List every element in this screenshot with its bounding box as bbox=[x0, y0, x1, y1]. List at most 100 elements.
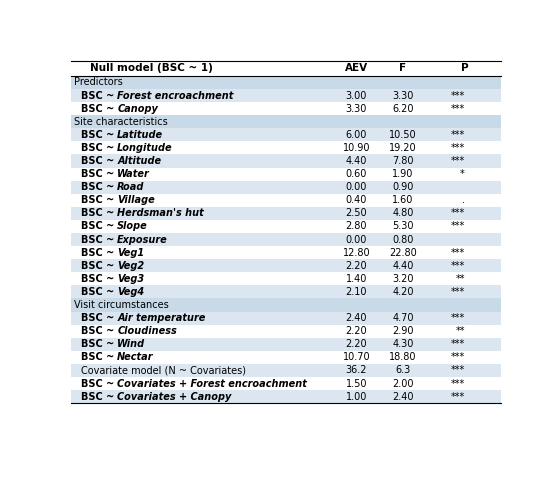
Bar bbox=[71, 181, 501, 194]
Text: ***: *** bbox=[451, 208, 465, 219]
Bar bbox=[71, 76, 501, 89]
Text: Covariate model (N ~ Covariates): Covariate model (N ~ Covariates) bbox=[80, 366, 246, 375]
Text: 2.20: 2.20 bbox=[346, 326, 367, 336]
Bar bbox=[71, 377, 501, 390]
Bar bbox=[71, 364, 501, 377]
Text: ***: *** bbox=[451, 248, 465, 257]
Text: 0.00: 0.00 bbox=[346, 182, 367, 192]
Text: Null model (BSC ~ 1): Null model (BSC ~ 1) bbox=[90, 63, 213, 73]
Text: Site characteristics: Site characteristics bbox=[74, 117, 168, 127]
Text: BSC ~: BSC ~ bbox=[80, 130, 117, 140]
Bar bbox=[71, 325, 501, 338]
Text: 1.40: 1.40 bbox=[346, 274, 367, 284]
Text: BSC ~: BSC ~ bbox=[80, 287, 117, 297]
Text: 2.40: 2.40 bbox=[346, 313, 367, 323]
Text: BSC ~: BSC ~ bbox=[80, 353, 117, 363]
Text: P: P bbox=[461, 63, 469, 73]
Text: .: . bbox=[462, 195, 465, 205]
Text: BSC ~: BSC ~ bbox=[80, 104, 117, 114]
Text: 2.50: 2.50 bbox=[346, 208, 367, 219]
Text: BSC ~: BSC ~ bbox=[80, 313, 117, 323]
Text: Veg3: Veg3 bbox=[117, 274, 145, 284]
Text: Veg2: Veg2 bbox=[117, 261, 145, 271]
Text: Visit circumstances: Visit circumstances bbox=[74, 300, 169, 310]
Text: Slope: Slope bbox=[117, 222, 148, 232]
Text: ***: *** bbox=[451, 287, 465, 297]
Text: 10.70: 10.70 bbox=[343, 353, 371, 363]
Text: **: ** bbox=[455, 274, 465, 284]
Text: 2.20: 2.20 bbox=[346, 339, 367, 349]
Text: ***: *** bbox=[451, 143, 465, 153]
Text: 0.60: 0.60 bbox=[346, 169, 367, 179]
Bar bbox=[71, 102, 501, 115]
Text: 10.50: 10.50 bbox=[389, 130, 417, 140]
Text: Longitude: Longitude bbox=[117, 143, 173, 153]
Text: BSC ~: BSC ~ bbox=[80, 391, 117, 401]
Text: 6.3: 6.3 bbox=[396, 366, 411, 375]
Text: **: ** bbox=[455, 326, 465, 336]
Text: BSC ~: BSC ~ bbox=[80, 261, 117, 271]
Text: 0.80: 0.80 bbox=[392, 235, 413, 245]
Text: Exposure: Exposure bbox=[117, 235, 168, 245]
Text: BSC ~: BSC ~ bbox=[80, 169, 117, 179]
Bar bbox=[71, 259, 501, 272]
Text: Forest encroachment: Forest encroachment bbox=[117, 91, 234, 101]
Text: Covariates + Canopy: Covariates + Canopy bbox=[117, 391, 232, 401]
Text: Herdsman's hut: Herdsman's hut bbox=[117, 208, 204, 219]
Text: Altitude: Altitude bbox=[117, 156, 161, 166]
Text: 6.00: 6.00 bbox=[346, 130, 367, 140]
Text: Wind: Wind bbox=[117, 339, 145, 349]
Text: ***: *** bbox=[451, 391, 465, 401]
Text: 3.00: 3.00 bbox=[346, 91, 367, 101]
Bar bbox=[71, 285, 501, 298]
Text: 6.20: 6.20 bbox=[392, 104, 413, 114]
Text: BSC ~: BSC ~ bbox=[80, 182, 117, 192]
Text: Covariates + Forest encroachment: Covariates + Forest encroachment bbox=[117, 378, 307, 388]
Text: BSC ~: BSC ~ bbox=[80, 156, 117, 166]
Text: 4.30: 4.30 bbox=[392, 339, 413, 349]
Text: 1.00: 1.00 bbox=[346, 391, 367, 401]
Text: BSC ~: BSC ~ bbox=[80, 326, 117, 336]
Text: Road: Road bbox=[117, 182, 145, 192]
Text: 12.80: 12.80 bbox=[343, 248, 371, 257]
Text: 2.10: 2.10 bbox=[346, 287, 367, 297]
Text: 2.80: 2.80 bbox=[346, 222, 367, 232]
Text: 10.90: 10.90 bbox=[343, 143, 371, 153]
Text: 0.40: 0.40 bbox=[346, 195, 367, 205]
Text: ***: *** bbox=[451, 339, 465, 349]
Bar bbox=[71, 390, 501, 403]
Bar bbox=[71, 220, 501, 233]
Text: 2.00: 2.00 bbox=[392, 378, 413, 388]
Text: 2.20: 2.20 bbox=[346, 261, 367, 271]
Text: Veg1: Veg1 bbox=[117, 248, 145, 257]
Text: ***: *** bbox=[451, 313, 465, 323]
Text: BSC ~: BSC ~ bbox=[80, 143, 117, 153]
Text: 36.2: 36.2 bbox=[346, 366, 367, 375]
Text: BSC ~: BSC ~ bbox=[80, 222, 117, 232]
Text: 7.80: 7.80 bbox=[392, 156, 413, 166]
Text: ***: *** bbox=[451, 156, 465, 166]
Text: ***: *** bbox=[451, 91, 465, 101]
Bar bbox=[71, 128, 501, 141]
Text: ***: *** bbox=[451, 366, 465, 375]
Text: 4.70: 4.70 bbox=[392, 313, 413, 323]
Bar bbox=[71, 61, 501, 76]
Bar bbox=[71, 312, 501, 325]
Text: 22.80: 22.80 bbox=[389, 248, 417, 257]
Text: ***: *** bbox=[451, 130, 465, 140]
Text: 4.40: 4.40 bbox=[392, 261, 413, 271]
Text: 3.30: 3.30 bbox=[346, 104, 367, 114]
Text: AEV: AEV bbox=[345, 63, 368, 73]
Bar bbox=[71, 154, 501, 167]
Text: 1.90: 1.90 bbox=[392, 169, 413, 179]
Bar bbox=[71, 194, 501, 207]
Text: 4.80: 4.80 bbox=[392, 208, 413, 219]
Bar bbox=[71, 89, 501, 102]
Bar bbox=[71, 351, 501, 364]
Text: 1.60: 1.60 bbox=[392, 195, 413, 205]
Text: ***: *** bbox=[451, 378, 465, 388]
Text: Canopy: Canopy bbox=[117, 104, 158, 114]
Text: ***: *** bbox=[451, 104, 465, 114]
Text: Water: Water bbox=[117, 169, 150, 179]
Text: 19.20: 19.20 bbox=[389, 143, 417, 153]
